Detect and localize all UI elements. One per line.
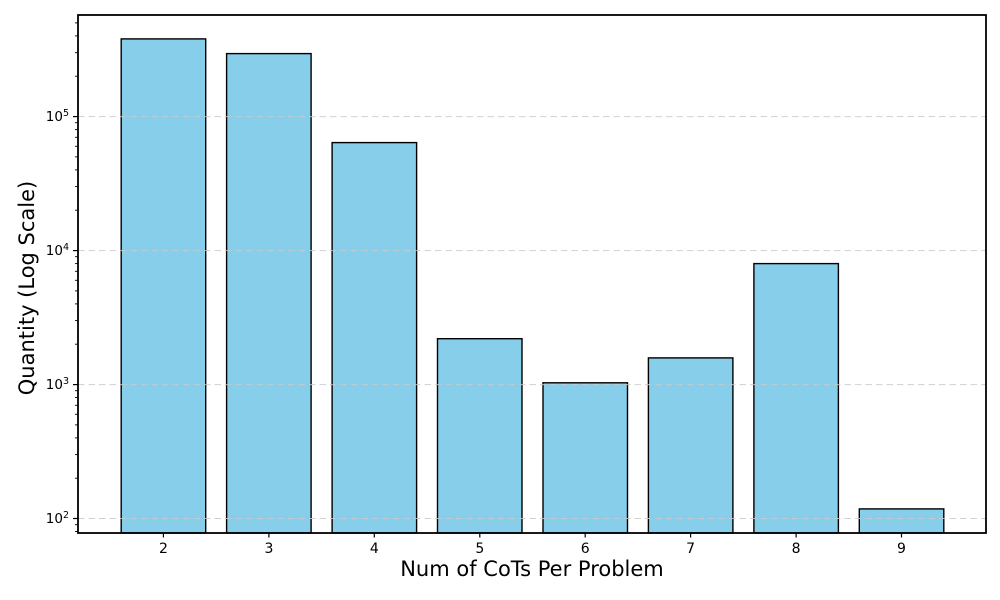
plot-border — [77, 14, 987, 534]
bar-x8 — [753, 262, 840, 534]
x-tick-label-2: 2 — [159, 541, 168, 557]
y-tick-label-1e3: 103 — [46, 376, 69, 393]
bar-x3 — [225, 52, 312, 534]
x-tick-label-9: 9 — [897, 541, 906, 557]
bar-x9 — [858, 508, 945, 534]
y-tick-label-1e4: 104 — [46, 242, 69, 259]
x-tick-label-5: 5 — [475, 541, 484, 557]
x-tick-label-3: 3 — [264, 541, 273, 557]
y-tick-label-1e2: 102 — [46, 510, 69, 527]
y-axis-label: Quantity (Log Scale) — [15, 180, 39, 396]
bar-x7 — [647, 357, 734, 534]
y-tick-label-1e5: 105 — [46, 108, 69, 125]
x-tick-label-8: 8 — [792, 541, 801, 557]
x-tick-label-4: 4 — [370, 541, 379, 557]
x-tick-label-7: 7 — [686, 541, 695, 557]
bar-x5 — [436, 338, 523, 534]
x-tick-label-6: 6 — [581, 541, 590, 557]
bar-x2 — [120, 38, 207, 534]
bar-x4 — [331, 141, 418, 534]
x-axis-label: Num of CoTs Per Problem — [400, 557, 664, 581]
bar-x6 — [542, 382, 629, 534]
